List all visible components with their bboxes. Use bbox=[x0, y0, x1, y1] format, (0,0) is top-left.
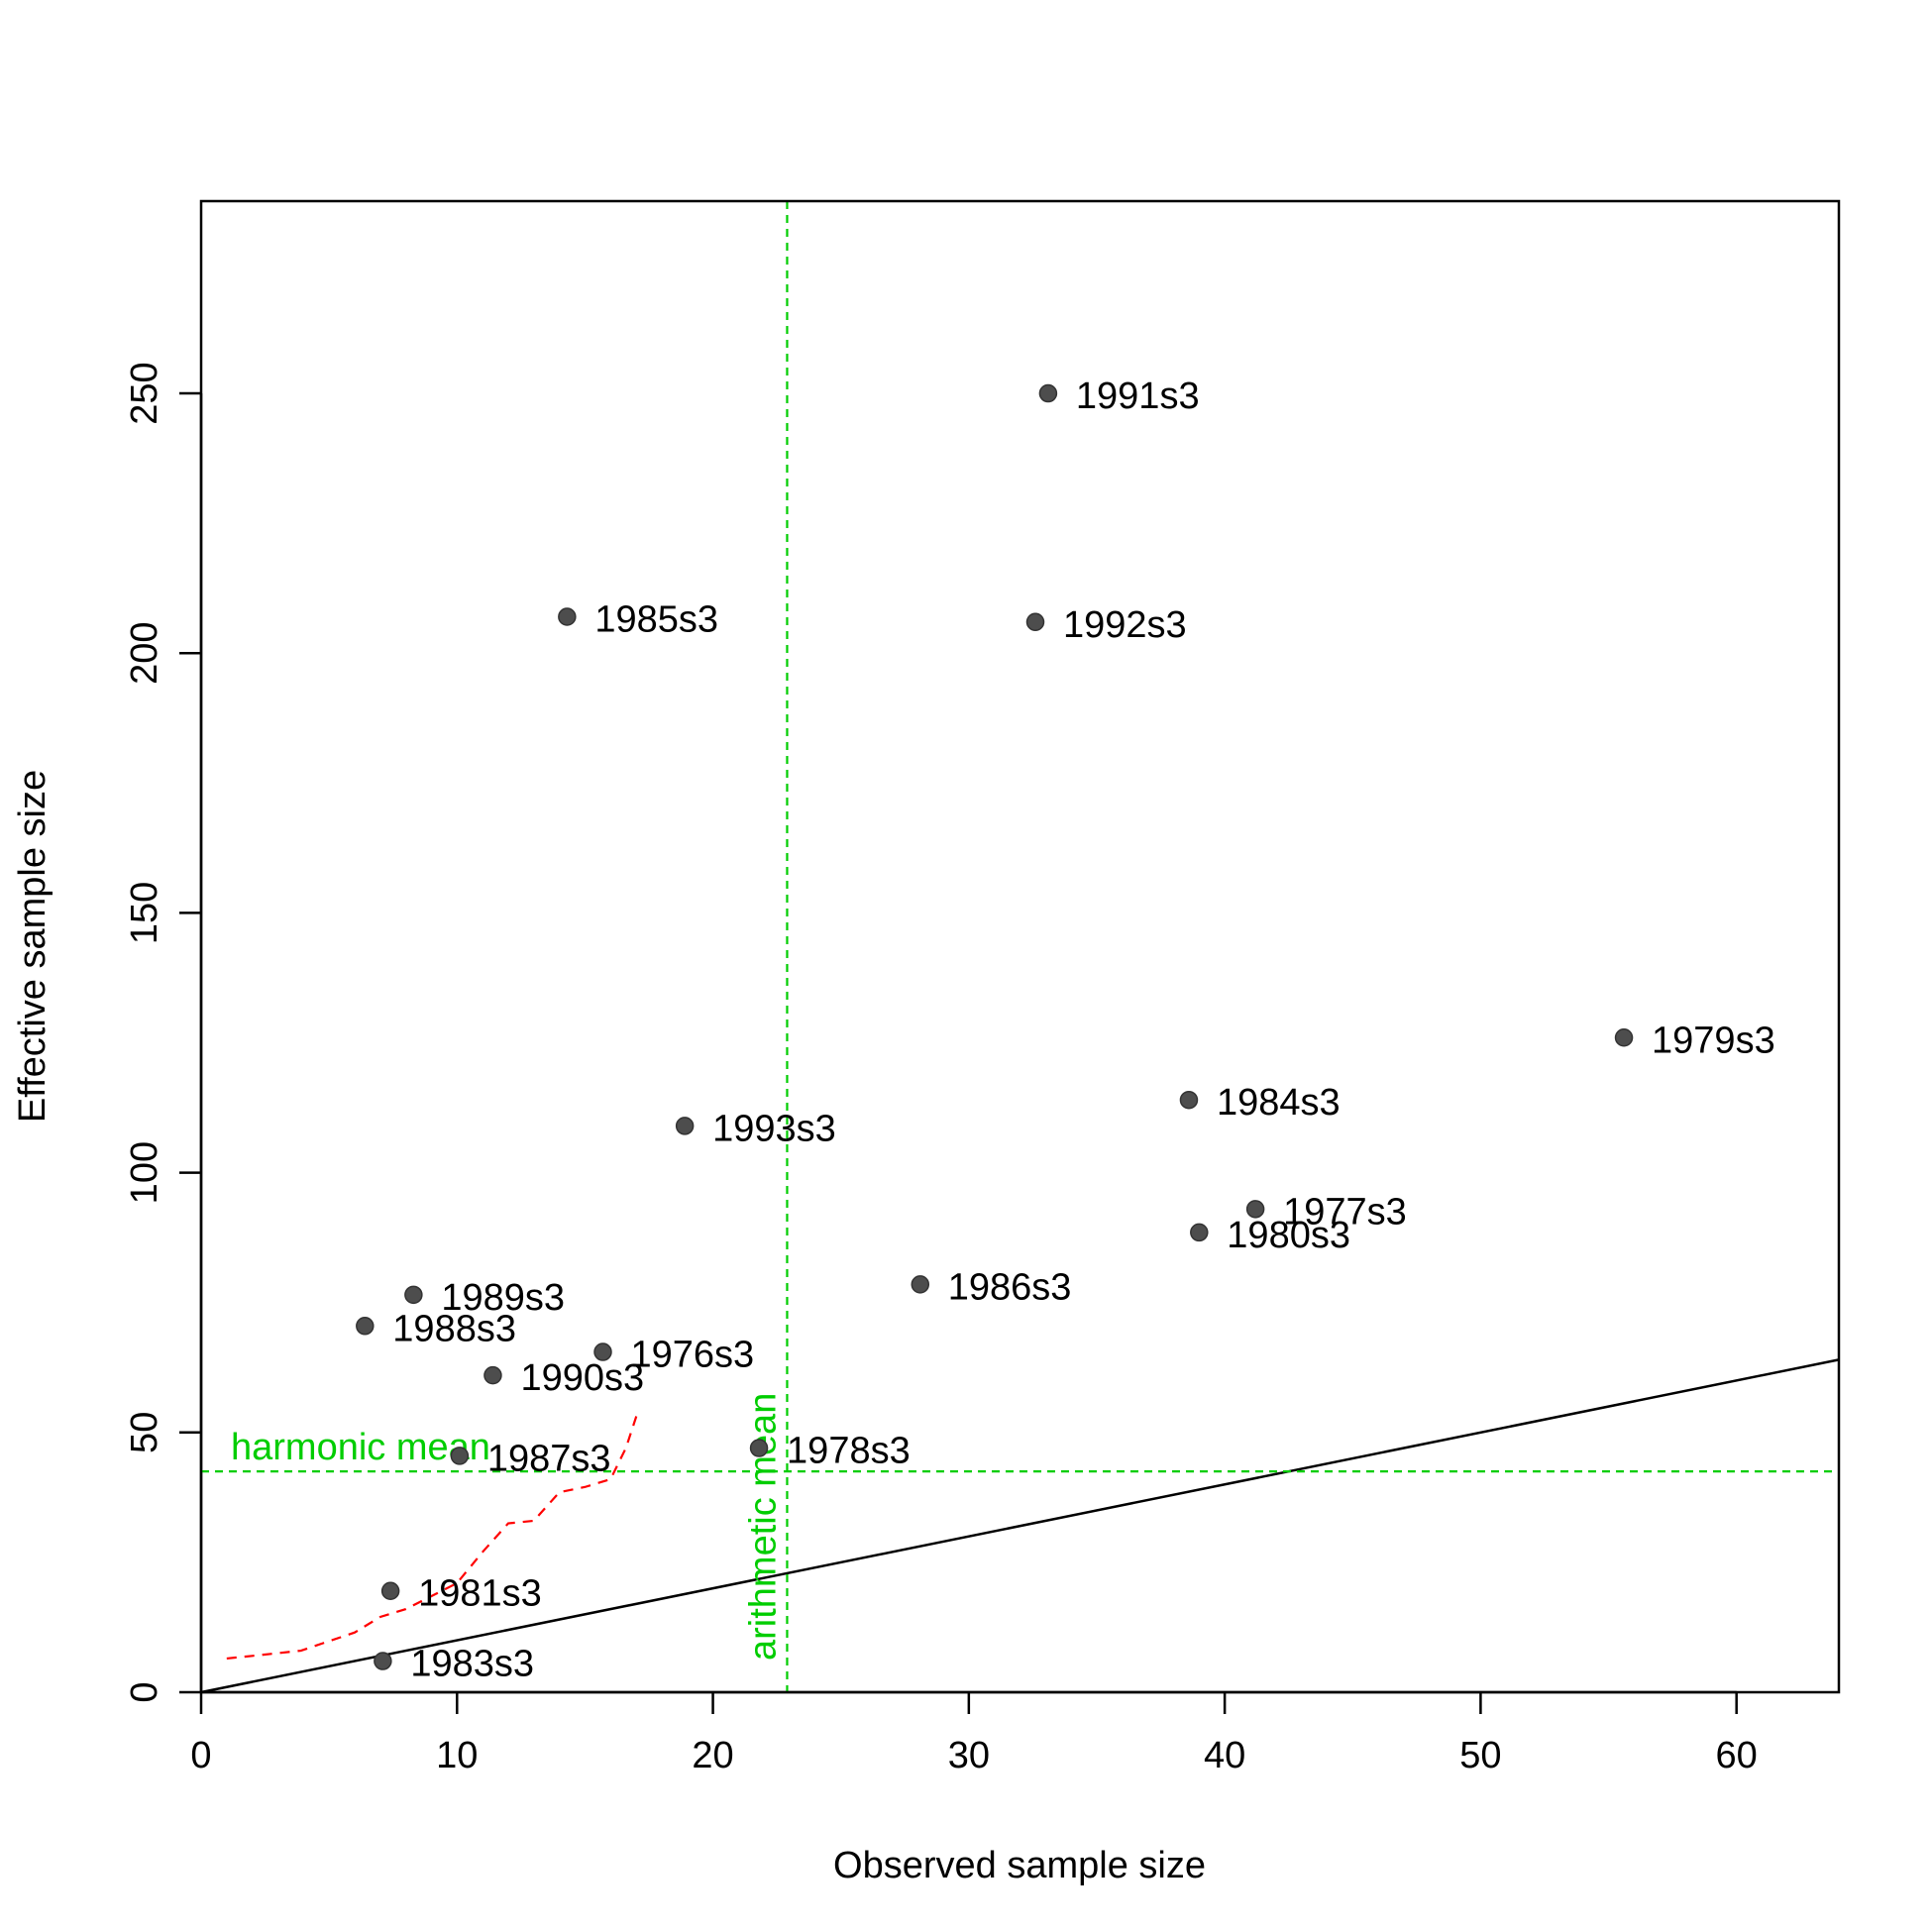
data-point bbox=[483, 1365, 502, 1385]
point-label: 1976s3 bbox=[631, 1335, 755, 1376]
x-axis-ticks: 0 10 20 30 40 50 60 bbox=[190, 1690, 1758, 1776]
point-label: 1977s3 bbox=[1283, 1191, 1407, 1233]
data-point bbox=[558, 607, 577, 626]
point-label: 1981s3 bbox=[418, 1573, 542, 1615]
y-tick-label: 100 bbox=[124, 1141, 165, 1204]
plot-frame bbox=[199, 199, 1841, 1694]
x-tick-label: 40 bbox=[1204, 1735, 1245, 1776]
point-label: 1983s3 bbox=[410, 1644, 534, 1685]
point-label: 1978s3 bbox=[787, 1431, 911, 1472]
data-point bbox=[374, 1652, 392, 1670]
data-point bbox=[1025, 612, 1045, 632]
point-label: 1979s3 bbox=[1652, 1020, 1775, 1061]
data-point bbox=[1038, 383, 1058, 403]
data-point bbox=[1614, 1028, 1634, 1047]
point-label: 1991s3 bbox=[1076, 376, 1200, 417]
x-tick-label: 0 bbox=[190, 1735, 211, 1776]
x-tick-label: 30 bbox=[948, 1735, 990, 1776]
point-label: 1987s3 bbox=[487, 1438, 611, 1479]
x-tick-label: 10 bbox=[436, 1735, 478, 1776]
y-tick-label: 250 bbox=[124, 362, 165, 424]
data-point bbox=[450, 1447, 470, 1465]
x-tick-label: 60 bbox=[1716, 1735, 1758, 1776]
point-label: 1993s3 bbox=[712, 1108, 836, 1149]
y-tick-label: 0 bbox=[124, 1681, 165, 1702]
point-label: 1985s3 bbox=[594, 599, 718, 641]
data-point bbox=[749, 1439, 769, 1457]
y-tick-label: 150 bbox=[124, 882, 165, 944]
point-label: 1984s3 bbox=[1217, 1082, 1341, 1124]
reference-lines: harmonic mean arithmetic mean bbox=[200, 201, 1840, 1694]
one-to-one-line bbox=[200, 1358, 1840, 1694]
data-point bbox=[1179, 1090, 1199, 1110]
harmonic-mean-label: harmonic mean bbox=[231, 1427, 490, 1468]
y-tick-label: 200 bbox=[124, 622, 165, 685]
data-points: 1991s3 1985s3 1992s3 1979s3 1984s3 1993s3 1977… bbox=[356, 376, 1775, 1685]
arithmetic-mean-label: arithmetic mean bbox=[742, 1393, 784, 1661]
point-label: 1990s3 bbox=[520, 1357, 644, 1399]
y-axis-ticks: 0 50 100 150 200 250 bbox=[124, 362, 203, 1703]
x-axis-title: Observed sample size bbox=[833, 1845, 1206, 1886]
data-point bbox=[911, 1275, 930, 1294]
y-axis-title: Effective sample size bbox=[12, 770, 54, 1123]
data-point bbox=[1190, 1223, 1209, 1242]
point-label: 1988s3 bbox=[392, 1308, 516, 1349]
data-point bbox=[380, 1581, 400, 1600]
x-tick-label: 50 bbox=[1459, 1735, 1501, 1776]
data-point bbox=[675, 1117, 695, 1135]
x-tick-label: 20 bbox=[692, 1735, 733, 1776]
point-label: 1989s3 bbox=[441, 1277, 565, 1319]
data-point bbox=[356, 1317, 375, 1336]
data-point bbox=[404, 1285, 423, 1305]
data-point bbox=[593, 1342, 612, 1361]
point-label: 1992s3 bbox=[1063, 604, 1187, 646]
data-point bbox=[1245, 1200, 1265, 1219]
point-label: 1980s3 bbox=[1227, 1215, 1350, 1256]
point-label: 1986s3 bbox=[948, 1266, 1072, 1308]
y-tick-label: 50 bbox=[124, 1412, 165, 1453]
